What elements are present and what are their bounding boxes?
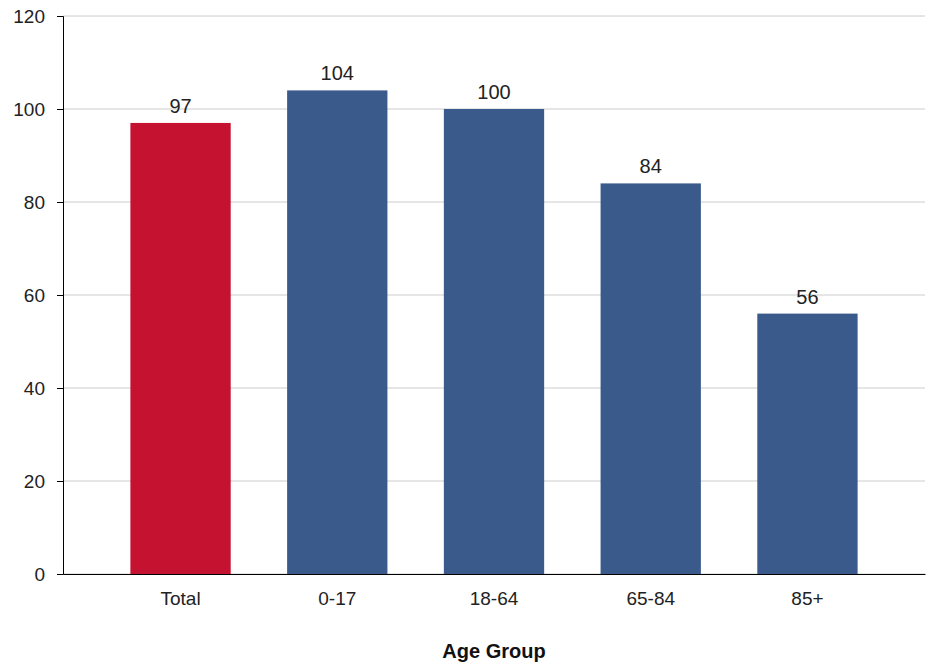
tick: 80 [24, 192, 63, 213]
tick-mark [57, 202, 63, 203]
tick-label: 120 [13, 6, 45, 27]
tick-label: 0-17 [318, 588, 356, 609]
tick-mark [57, 388, 63, 389]
tick: 100 [13, 99, 63, 120]
tick-label: 100 [13, 99, 45, 120]
data-label: 84 [640, 155, 662, 177]
bar [601, 183, 701, 574]
tick: 60 [24, 285, 63, 306]
bar [287, 90, 387, 574]
axis-title: Age Group [442, 640, 545, 662]
tick-label: 65-84 [626, 588, 675, 609]
y-axis: 0 20 40 60 80 100 120 [13, 6, 63, 585]
tick-mark [57, 295, 63, 296]
tick-mark [57, 481, 63, 482]
tick: 65-84 [626, 574, 675, 609]
tick: 120 [13, 6, 63, 27]
tick-label: 85+ [791, 588, 823, 609]
data-label: 97 [169, 95, 191, 117]
tick: 0-17 [318, 574, 356, 609]
bar [444, 109, 544, 574]
data-labels: 97 104 100 84 56 [169, 62, 818, 307]
tick-label: 0 [34, 564, 45, 585]
bar [130, 123, 230, 574]
bars [130, 90, 857, 574]
tick: 18-64 [470, 574, 519, 609]
grid [63, 16, 925, 574]
tick-mark [57, 109, 63, 110]
axis-line [64, 574, 926, 575]
tick-label: 80 [24, 192, 45, 213]
bar [757, 314, 857, 574]
tick: 40 [24, 378, 63, 399]
tick: 85+ [791, 574, 823, 609]
axis-line [57, 17, 64, 575]
tick: Total [160, 574, 200, 609]
data-label: 104 [321, 62, 354, 84]
tick: 0 [34, 564, 63, 585]
chart: 97 104 100 84 56 0 20 40 60 80 100 120 Total 0-17 18-6… [0, 0, 930, 666]
tick-label: 40 [24, 378, 45, 399]
tick-label: 20 [24, 471, 45, 492]
tick-label: 18-64 [470, 588, 519, 609]
tick: 20 [24, 471, 63, 492]
tick-mark [57, 574, 63, 575]
grid-line [63, 16, 925, 17]
plot: 97 104 100 84 56 0 20 40 60 80 100 120 Total 0-17 18-6… [13, 6, 925, 610]
tick-label: 60 [24, 285, 45, 306]
x-axis: Total 0-17 18-64 65-84 85+ [64, 574, 926, 609]
tick-label: Total [160, 588, 200, 609]
data-label: 56 [796, 286, 818, 308]
tick-mark [57, 16, 63, 17]
data-label: 100 [477, 81, 510, 103]
